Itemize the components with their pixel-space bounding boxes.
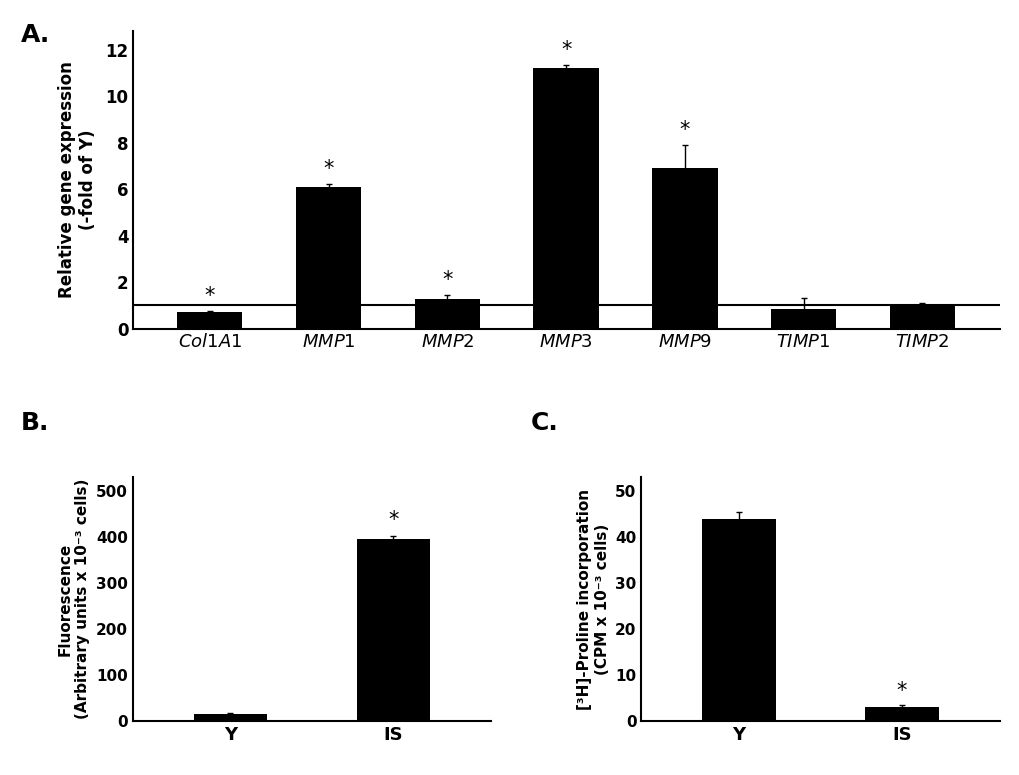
Bar (651, 168, 716, 329)
Text: B.: B. (20, 411, 49, 435)
Text: *: * (441, 270, 452, 290)
Bar (533, 68, 598, 329)
Text: *: * (560, 40, 571, 60)
Text: C.: C. (530, 411, 557, 435)
Bar (415, 299, 480, 329)
Bar (177, 312, 243, 329)
Text: *: * (679, 120, 690, 140)
Text: *: * (205, 285, 215, 305)
Y-axis label: Fluorescence
(Arbitrary units x 10⁻³ cells): Fluorescence (Arbitrary units x 10⁻³ cel… (58, 479, 90, 719)
Y-axis label: Relative gene expression
(-fold of Y): Relative gene expression (-fold of Y) (58, 61, 97, 298)
Text: A.: A. (20, 23, 50, 47)
Bar (702, 518, 774, 721)
Bar (194, 714, 267, 721)
Bar (770, 308, 836, 329)
Text: *: * (387, 510, 398, 530)
Y-axis label: [³H]-Proline incorporation
(CPM x 10⁻³ cells): [³H]-Proline incorporation (CPM x 10⁻³ c… (577, 488, 609, 710)
Text: *: * (896, 681, 906, 701)
Bar (357, 539, 429, 721)
Text: *: * (323, 160, 333, 179)
Bar (889, 305, 954, 329)
Bar (864, 707, 937, 721)
Bar (296, 188, 361, 329)
